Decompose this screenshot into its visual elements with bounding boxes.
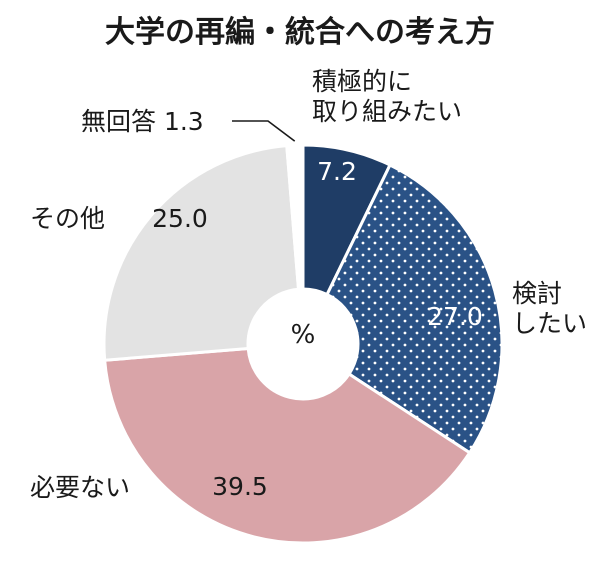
slice-label-2-line-0: 必要ない bbox=[30, 473, 130, 502]
slice-label-4-line-0: 無回答 1.3 bbox=[81, 107, 204, 136]
slice-value-3: 25.0 bbox=[152, 204, 208, 233]
donut-slice-1 bbox=[325, 163, 504, 455]
slice-value-2: 39.5 bbox=[212, 472, 268, 501]
slice-label-0-line-1: 取り組みたい bbox=[312, 97, 462, 126]
center-unit-label: % bbox=[291, 320, 316, 350]
donut-slices bbox=[102, 143, 504, 545]
donut-slice-4 bbox=[285, 143, 305, 291]
slice-value-1: 27.0 bbox=[427, 302, 483, 331]
slice-value-0: 7.2 bbox=[317, 157, 357, 186]
leader-line-no-answer bbox=[232, 120, 296, 142]
slice-label-1-line-0: 検討 bbox=[512, 279, 562, 308]
slice-label-3-line-0: その他 bbox=[30, 204, 105, 233]
slice-label-1-line-1: したい bbox=[512, 309, 587, 338]
slice-label-0-line-0: 積極的に bbox=[312, 67, 412, 96]
chart-title: 大学の再編・統合への考え方 bbox=[105, 15, 495, 50]
donut-slice-2 bbox=[103, 346, 472, 545]
donut-slice-3 bbox=[102, 144, 301, 362]
